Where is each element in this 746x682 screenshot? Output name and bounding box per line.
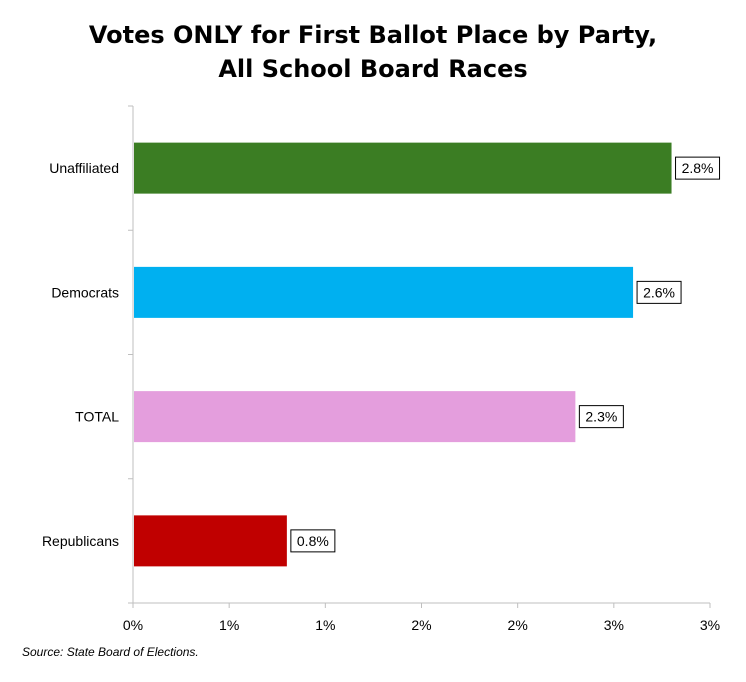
data-label-box xyxy=(578,405,624,429)
data-label-box xyxy=(675,156,721,180)
x-tick-label: 2% xyxy=(508,617,528,633)
chart-axes xyxy=(128,105,711,608)
x-tick-label: 0% xyxy=(123,617,143,633)
data-label: 2.6% xyxy=(643,284,675,300)
source-note: Source: State Board of Elections. xyxy=(22,645,199,659)
x-tick-label: 2% xyxy=(411,617,431,633)
category-label: TOTAL xyxy=(75,409,119,425)
chart-title: Votes ONLY for First Ballot Place by Par… xyxy=(0,18,746,86)
data-label: 2.3% xyxy=(585,409,617,425)
bar-unaffiliated xyxy=(134,142,672,194)
category-label: Democrats xyxy=(51,284,119,300)
bar-republicans xyxy=(134,515,287,567)
data-label-box xyxy=(290,529,336,553)
x-tick-label: 3% xyxy=(604,617,624,633)
category-label: Republicans xyxy=(42,533,119,549)
data-label-box xyxy=(636,280,682,304)
category-label: Unaffiliated xyxy=(49,160,119,176)
chart-title-line-1: Votes ONLY for First Ballot Place by Par… xyxy=(88,21,658,49)
data-label: 2.8% xyxy=(682,160,714,176)
x-tick-label: 1% xyxy=(315,617,335,633)
chart-labels: 0% 1% 1% 2% 2% 3% 3% Unaffiliated 2.8% Democrats 2… xyxy=(42,156,721,633)
bar-total xyxy=(134,391,576,443)
x-tick-label: 3% xyxy=(700,617,720,633)
chart-bars xyxy=(134,142,672,567)
data-label: 0.8% xyxy=(297,533,329,549)
bar-democrats xyxy=(134,266,634,318)
chart-title-line-2: All School Board Races xyxy=(218,55,528,83)
x-tick-label: 1% xyxy=(219,617,239,633)
